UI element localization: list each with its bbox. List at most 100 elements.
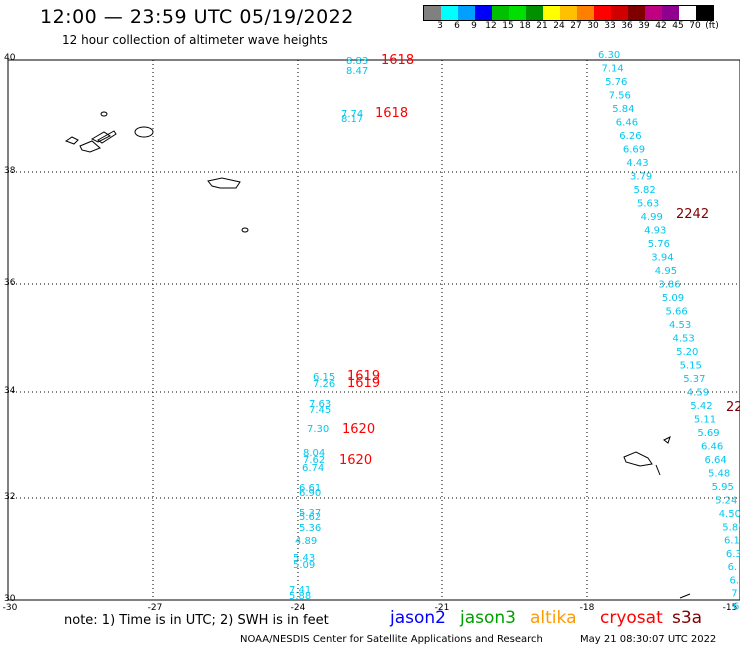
wave-height-value: 6.74 <box>302 463 324 474</box>
wave-height-value: 7.62 <box>303 455 325 466</box>
lon-label: -18 <box>580 603 595 613</box>
wave-height-value: 7.56 <box>609 91 631 102</box>
color-scale-label: 6 <box>454 21 460 31</box>
lon-label: -27 <box>148 603 163 613</box>
wave-height-value: 5.20 <box>676 347 698 358</box>
wave-height-value: 5.82 <box>634 185 656 196</box>
color-scale-label: 36 <box>621 21 633 31</box>
lat-label: 36 <box>4 278 16 288</box>
color-scale-label: 27 <box>570 21 582 31</box>
wave-height-value: 5.09 <box>662 293 684 304</box>
wave-height-value: 4.89 <box>295 536 317 547</box>
color-scale-label: 15 <box>502 21 514 31</box>
lat-label: 32 <box>4 492 15 502</box>
wave-height-value: 6. <box>730 575 740 586</box>
wave-height-value: 5.88 <box>289 591 311 602</box>
color-scale-bar <box>423 5 714 21</box>
wave-height-value: 6.26 <box>619 131 641 142</box>
wave-height-value: 4.93 <box>644 226 666 237</box>
wave-height-value: 4.43 <box>626 158 648 169</box>
wave-height-value: 6.15 <box>313 372 335 383</box>
wave-height-value: 5.37 <box>299 508 321 519</box>
wave-height-value: 4.99 <box>641 212 663 223</box>
wave-height-value: 8.17 <box>341 114 363 125</box>
color-swatch <box>509 6 526 20</box>
wave-height-value: 7.41 <box>289 585 311 596</box>
color-swatch <box>560 6 577 20</box>
color-swatch <box>543 6 560 20</box>
wave-height-value: 4.53 <box>669 320 691 331</box>
wave-height-value: 6.46 <box>701 442 723 453</box>
azores-islands <box>64 111 249 233</box>
legend-s3a: s3a <box>672 608 703 628</box>
wave-height-value: 7.14 <box>602 64 624 75</box>
wave-height-value: 3.79 <box>630 172 652 183</box>
map-frame <box>7 59 740 601</box>
wave-height-value: 5.63 <box>637 199 659 210</box>
wave-height-value: 5.15 <box>680 361 702 372</box>
wave-height-value: 8.47 <box>346 66 368 77</box>
color-scale-label: 9 <box>471 21 477 31</box>
wave-height-value: 6.1 <box>724 536 740 547</box>
color-swatch <box>611 6 628 20</box>
wave-height-value: 5.37 <box>683 374 705 385</box>
longitude-labels: -30 -27 -24 -21 -18 -15 <box>3 603 738 613</box>
wave-height-value: 7.63 <box>309 399 331 410</box>
wave-height-value: 6.69 <box>623 145 645 156</box>
pass-time-label: 22 <box>726 400 740 415</box>
color-scale-label: 3 <box>437 21 443 31</box>
wave-height-value: 5.42 <box>690 401 712 412</box>
lat-label: 34 <box>4 386 16 396</box>
wave-height-value: 5.24 <box>715 496 737 507</box>
legend-jason2: jason2 <box>390 608 446 628</box>
color-swatch <box>696 6 713 20</box>
lat-label: 30 <box>4 594 16 604</box>
wave-height-value: 6 <box>733 602 739 613</box>
color-scale-label: 33 <box>604 21 616 31</box>
madeira-islands <box>623 436 691 599</box>
lon-label: -24 <box>291 603 306 613</box>
color-scale-label: (ft) <box>705 21 719 31</box>
color-scale-labels: 3 6 9 12 15 18 21 24 27 30 33 36 39 42 45 70 (ft) <box>423 21 740 33</box>
color-scale-label: 12 <box>485 21 497 31</box>
track-b: 6.30 7.14 5.76 7.56 5.84 6.46 6.26 6.69 4.43 3.79… <box>598 50 740 613</box>
wave-height-value: 6.64 <box>705 455 727 466</box>
color-swatch <box>441 6 458 20</box>
pass-time-label: 1618 <box>381 53 414 68</box>
color-swatch <box>526 6 543 20</box>
footer-note: note: 1) Time is in UTC; 2) SWH is in fe… <box>64 613 329 628</box>
color-swatch <box>424 6 441 20</box>
wave-height-value: 3.86 <box>658 280 680 291</box>
color-swatch <box>458 6 475 20</box>
color-scale-label: 42 <box>655 21 667 31</box>
wave-height-value: 5.36 <box>299 523 321 534</box>
wave-height-value: 7.45 <box>309 405 331 416</box>
wave-height-value: 5.43 <box>293 553 315 564</box>
color-scale-label: 39 <box>638 21 650 31</box>
pass-time-label: 2242 <box>676 207 709 222</box>
wave-height-value: 5.95 <box>712 482 734 493</box>
wave-height-value: 6. <box>728 562 738 573</box>
wave-height-value: 7.74 <box>341 109 363 120</box>
wave-height-value: 5.85 <box>722 523 740 534</box>
pass-time-label: 1619 <box>347 369 380 384</box>
lat-label: 40 <box>4 53 16 63</box>
wave-height-value: 5.11 <box>694 415 716 426</box>
pass-time-label: 1618 <box>375 106 408 121</box>
lon-label: -30 <box>3 603 18 613</box>
track-a: 8.838.47 7.748.17 6.157.26 7.637.45 7.30 8.04… <box>289 53 414 602</box>
wave-height-value: 6.3 <box>726 549 740 560</box>
latitude-labels: 40 38 36 34 32 30 <box>4 53 16 604</box>
wave-height-value: 4.50 <box>719 509 740 520</box>
legend-jason3: jason3 <box>460 608 516 628</box>
color-scale-label: 21 <box>536 21 548 31</box>
color-scale-label: 24 <box>553 21 565 31</box>
wave-height-value: 3.94 <box>651 253 673 264</box>
pass-time-label: 1620 <box>342 422 375 437</box>
legend-altika: altika <box>530 608 577 628</box>
wave-height-value: 5.84 <box>612 104 634 115</box>
color-scale-label: 18 <box>519 21 531 31</box>
lat-label: 38 <box>4 166 16 176</box>
wave-height-value: 5.62 <box>299 512 321 523</box>
lon-label: -15 <box>723 603 738 613</box>
